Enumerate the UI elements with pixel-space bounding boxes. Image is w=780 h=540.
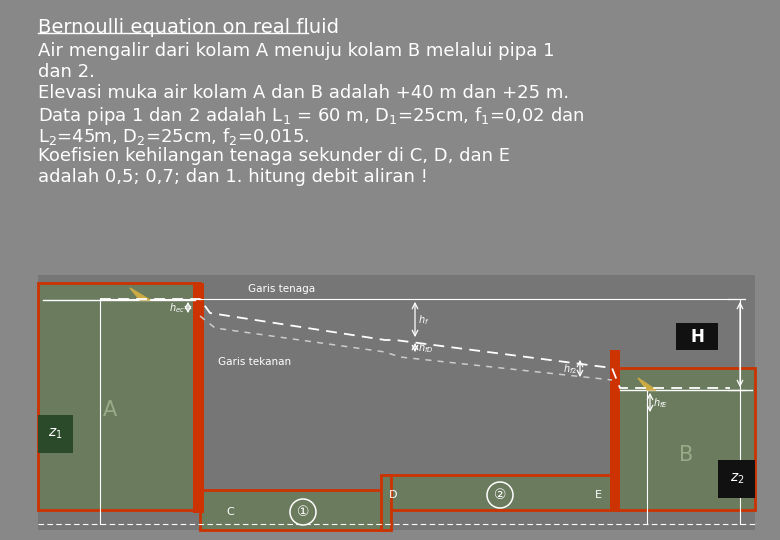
- Text: Garis tenaga: Garis tenaga: [248, 284, 315, 294]
- Text: $h_{fD}$: $h_{fD}$: [418, 341, 434, 355]
- Bar: [388, 475, 618, 510]
- Text: $h_{fE}$: $h_{fE}$: [653, 396, 668, 410]
- Text: B: B: [679, 445, 693, 465]
- Text: C: C: [226, 507, 234, 517]
- Text: ②: ②: [494, 488, 506, 502]
- Text: H: H: [690, 328, 704, 346]
- Bar: [193, 283, 204, 513]
- Polygon shape: [130, 288, 150, 300]
- Text: Garis tekanan: Garis tekanan: [218, 357, 291, 367]
- Bar: [610, 350, 620, 510]
- Text: $h_{ec}$: $h_{ec}$: [169, 301, 185, 315]
- Text: $z_2$: $z_2$: [730, 472, 744, 486]
- Bar: [200, 490, 385, 530]
- Text: Koefisien kehilangan tenaga sekunder di C, D, dan E: Koefisien kehilangan tenaga sekunder di …: [38, 147, 510, 165]
- Text: Elevasi muka air kolam A dan B adalah +40 m dan +25 m.: Elevasi muka air kolam A dan B adalah +4…: [38, 84, 569, 102]
- Text: A: A: [103, 400, 117, 420]
- Bar: [381, 475, 391, 530]
- Text: L$_2$=45m, D$_2$=25cm, f$_2$=0,015.: L$_2$=45m, D$_2$=25cm, f$_2$=0,015.: [38, 126, 310, 147]
- Text: adalah 0,5; 0,7; dan 1. hitung debit aliran !: adalah 0,5; 0,7; dan 1. hitung debit ali…: [38, 168, 428, 186]
- Text: $h_{f2}$: $h_{f2}$: [563, 362, 577, 376]
- Bar: [38, 283, 200, 510]
- Text: $h_f$: $h_f$: [418, 313, 430, 327]
- Text: E: E: [594, 490, 601, 500]
- Text: D: D: [388, 490, 397, 500]
- Text: dan 2.: dan 2.: [38, 63, 95, 81]
- Text: Air mengalir dari kolam A menuju kolam B melalui pipa 1: Air mengalir dari kolam A menuju kolam B…: [38, 42, 555, 60]
- Text: Bernoulli equation on real fluid: Bernoulli equation on real fluid: [38, 18, 339, 37]
- Bar: [718, 460, 755, 498]
- Bar: [38, 415, 73, 453]
- Bar: [676, 323, 718, 350]
- Bar: [617, 368, 755, 510]
- Text: $z_1$: $z_1$: [48, 427, 62, 441]
- Text: Data pipa 1 dan 2 adalah L$_1$ = 60 m, D$_1$=25cm, f$_1$=0,02 dan: Data pipa 1 dan 2 adalah L$_1$ = 60 m, D…: [38, 105, 584, 127]
- Bar: [38, 275, 755, 530]
- Text: ①: ①: [296, 505, 309, 519]
- Polygon shape: [638, 378, 656, 390]
